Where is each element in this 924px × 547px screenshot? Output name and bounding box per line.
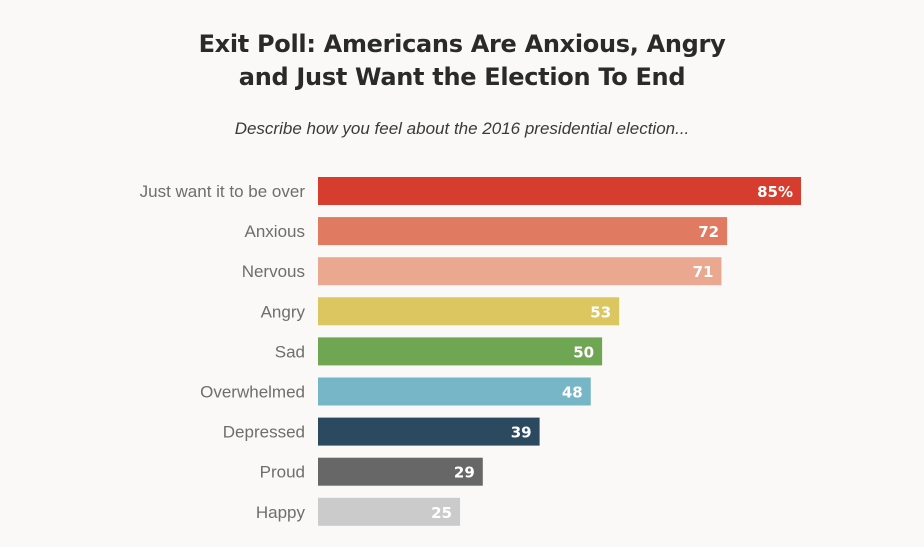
bar-row: Just want it to be over 85% xyxy=(140,177,801,205)
value-label: 50 xyxy=(573,343,594,361)
bar-row: Depressed 39 xyxy=(223,417,540,446)
value-label: 39 xyxy=(511,424,532,442)
category-label: Angry xyxy=(261,302,306,321)
bar-row: Nervous 71 xyxy=(242,257,722,286)
chart-subtitle: Describe how you feel about the 2016 pre… xyxy=(234,119,690,138)
bar xyxy=(318,377,591,406)
value-label: 85% xyxy=(757,183,793,201)
bar xyxy=(318,497,461,526)
chart-title-line-2: and Just Want the Election To End xyxy=(238,63,686,91)
category-label: Happy xyxy=(256,503,306,522)
category-label: Anxious xyxy=(245,222,305,241)
value-label: 29 xyxy=(454,464,475,482)
chart-title: Exit Poll: Americans Are Anxious, Angry … xyxy=(0,28,924,94)
bar-row: Overwhelmed 48 xyxy=(200,377,591,406)
bar xyxy=(318,457,483,486)
value-label: 72 xyxy=(698,223,719,241)
bar-row: Sad 50 xyxy=(275,337,603,366)
bar-row: Anxious 72 xyxy=(245,217,728,246)
bar-row: Happy 25 xyxy=(256,497,461,526)
bar xyxy=(318,297,620,326)
bar xyxy=(318,337,603,366)
value-label: 53 xyxy=(590,303,611,321)
category-label: Overwhelmed xyxy=(200,383,305,402)
category-label: Proud xyxy=(260,463,305,482)
category-label: Sad xyxy=(275,342,305,361)
category-label: Just want it to be over xyxy=(140,182,306,201)
bar xyxy=(318,217,728,246)
bar xyxy=(318,177,801,205)
bar xyxy=(318,257,722,286)
value-label: 25 xyxy=(431,504,452,522)
bar-row: Proud 29 xyxy=(260,457,483,486)
bar xyxy=(318,417,540,446)
chart-title-line-1: Exit Poll: Americans Are Anxious, Angry xyxy=(198,30,726,58)
category-label: Depressed xyxy=(223,423,305,442)
category-label: Nervous xyxy=(242,262,305,281)
value-label: 71 xyxy=(693,263,714,281)
value-label: 48 xyxy=(562,384,583,402)
bar-row: Angry 53 xyxy=(261,297,620,326)
